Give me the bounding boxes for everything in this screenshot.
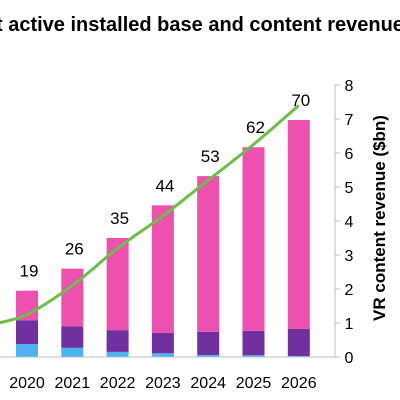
right-y-axis: 0 1 2 3 4 5 6 7 8 <box>334 78 354 367</box>
bar-segment-2021-s0 <box>61 347 84 357</box>
right-tick-2: 2 <box>345 282 354 299</box>
chart-title: t active installed base and content reve… <box>0 14 400 36</box>
right-tick-5: 5 <box>345 180 354 197</box>
bar-segment-2023-s2 <box>151 205 174 333</box>
bar-segment-2024-s2 <box>197 176 220 332</box>
right-tick-7: 7 <box>345 112 354 129</box>
data-label-2026: 70 <box>291 91 310 110</box>
bar-segment-2025-s1 <box>242 330 265 356</box>
bar-segment-2021-s1 <box>61 326 84 348</box>
right-tick-4: 4 <box>345 214 354 231</box>
x-tick-2020: 2020 <box>9 375 45 392</box>
right-tick-3: 3 <box>345 248 354 265</box>
bar-segment-2024-s1 <box>197 331 220 355</box>
right-tick-8: 8 <box>345 78 354 95</box>
bar-segment-2022-s2 <box>106 238 129 331</box>
bar-segment-2020-s1 <box>16 320 38 345</box>
x-tick-2024: 2024 <box>190 375 226 392</box>
data-label-2025: 62 <box>246 118 265 137</box>
x-tick-2026: 2026 <box>281 375 317 392</box>
bar-segment-2026-s1 <box>287 328 310 356</box>
x-axis-ticks: 2020 2021 2022 2023 2024 2025 2026 <box>0 356 335 392</box>
bar-segment-2023-s0 <box>151 353 174 357</box>
bar-segment-2025-s2 <box>242 147 265 331</box>
bar-segment-2022-s0 <box>106 351 129 357</box>
data-label-2022: 35 <box>110 209 129 228</box>
right-tick-6: 6 <box>345 146 354 163</box>
bar-segment-2022-s1 <box>106 330 129 352</box>
bar-segment-2026-s2 <box>287 120 310 329</box>
bar-segment-2024-s0 <box>197 354 220 357</box>
x-tick-2022: 2022 <box>100 375 136 392</box>
x-tick-2025: 2025 <box>236 375 272 392</box>
installed-base-line <box>0 104 300 325</box>
bar-segment-2021-s2 <box>61 268 84 327</box>
bar-segment-2026-s0 <box>287 355 310 357</box>
bar-layer <box>16 120 310 357</box>
bar-segment-2020-s0 <box>16 344 38 357</box>
data-label-2021: 26 <box>65 240 84 259</box>
data-label-layer: 19 26 35 44 53 62 70 <box>20 91 311 281</box>
x-tick-2023: 2023 <box>145 375 181 392</box>
data-label-2023: 44 <box>155 176 174 195</box>
data-label-2020: 19 <box>20 262 39 281</box>
data-label-2024: 53 <box>201 147 220 166</box>
bar-segment-2023-s1 <box>151 332 174 354</box>
right-tick-0: 0 <box>345 350 354 367</box>
bar-segment-2025-s0 <box>242 355 265 357</box>
right-tick-1: 1 <box>345 316 354 333</box>
right-axis-title: VR content revenue ($bn) <box>370 115 389 321</box>
line-layer <box>0 104 300 325</box>
x-tick-2021: 2021 <box>55 375 91 392</box>
